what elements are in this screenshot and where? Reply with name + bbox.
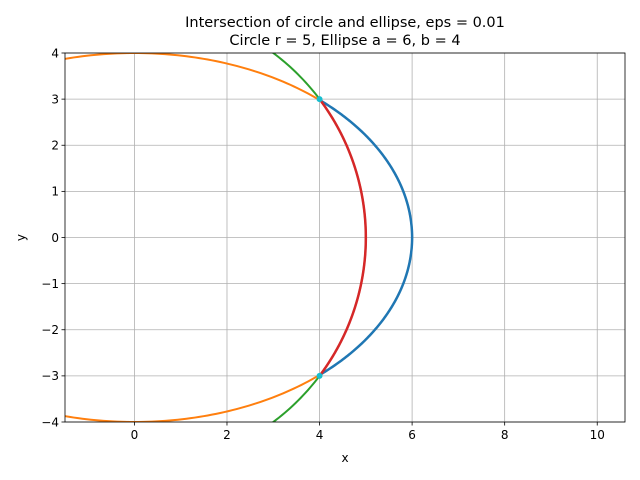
y-tick-label: −1 — [41, 277, 59, 291]
x-tick-label: 10 — [590, 428, 605, 442]
y-tick-label: −3 — [41, 369, 59, 383]
intersection-point — [316, 96, 323, 103]
ellipse-curve — [65, 53, 414, 422]
y-axis: −4 −3 −2 −1 0 1 2 3 4 — [41, 46, 65, 429]
x-axis-label: x — [341, 451, 348, 465]
y-tick-label: 1 — [51, 185, 59, 199]
intersection-point — [316, 372, 323, 379]
y-axis-label: y — [14, 234, 28, 241]
x-tick-label: 6 — [408, 428, 416, 442]
y-tick-label: 4 — [51, 46, 59, 60]
y-tick-label: −4 — [41, 415, 59, 429]
plot-area — [65, 53, 414, 422]
x-tick-label: 8 — [501, 428, 509, 442]
x-tick-label: 0 — [131, 428, 139, 442]
circle-region-curve — [318, 98, 368, 377]
x-tick-label: 2 — [223, 428, 231, 442]
x-tick-label: 4 — [316, 428, 324, 442]
chart-title-line2: Circle r = 5, Ellipse a = 6, b = 4 — [229, 33, 460, 49]
y-tick-label: 2 — [51, 139, 59, 153]
ellipse-region-curve — [317, 98, 414, 377]
x-axis: 0 2 4 6 8 10 — [131, 422, 605, 442]
chart-title-line1: Intersection of circle and ellipse, eps … — [185, 15, 505, 31]
y-tick-label: 3 — [51, 92, 59, 106]
y-tick-label: −2 — [41, 323, 59, 337]
y-tick-label: 0 — [51, 231, 59, 245]
grid — [65, 52, 625, 423]
